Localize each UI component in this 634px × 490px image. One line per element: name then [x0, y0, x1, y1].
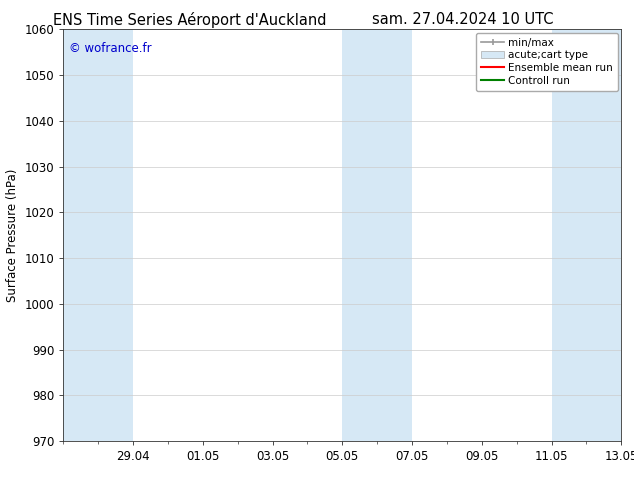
Legend: min/max, acute;cart type, Ensemble mean run, Controll run: min/max, acute;cart type, Ensemble mean … [476, 32, 618, 91]
Bar [63, 29, 133, 441]
Bar [377, 29, 412, 441]
Text: sam. 27.04.2024 10 UTC: sam. 27.04.2024 10 UTC [372, 12, 553, 27]
Text: ENS Time Series Aéroport d'Auckland: ENS Time Series Aéroport d'Auckland [53, 12, 327, 28]
Text: © wofrance.fr: © wofrance.fr [69, 42, 152, 55]
Y-axis label: Surface Pressure (hPa): Surface Pressure (hPa) [6, 169, 19, 302]
Bar [552, 29, 621, 441]
Bar [342, 29, 377, 441]
